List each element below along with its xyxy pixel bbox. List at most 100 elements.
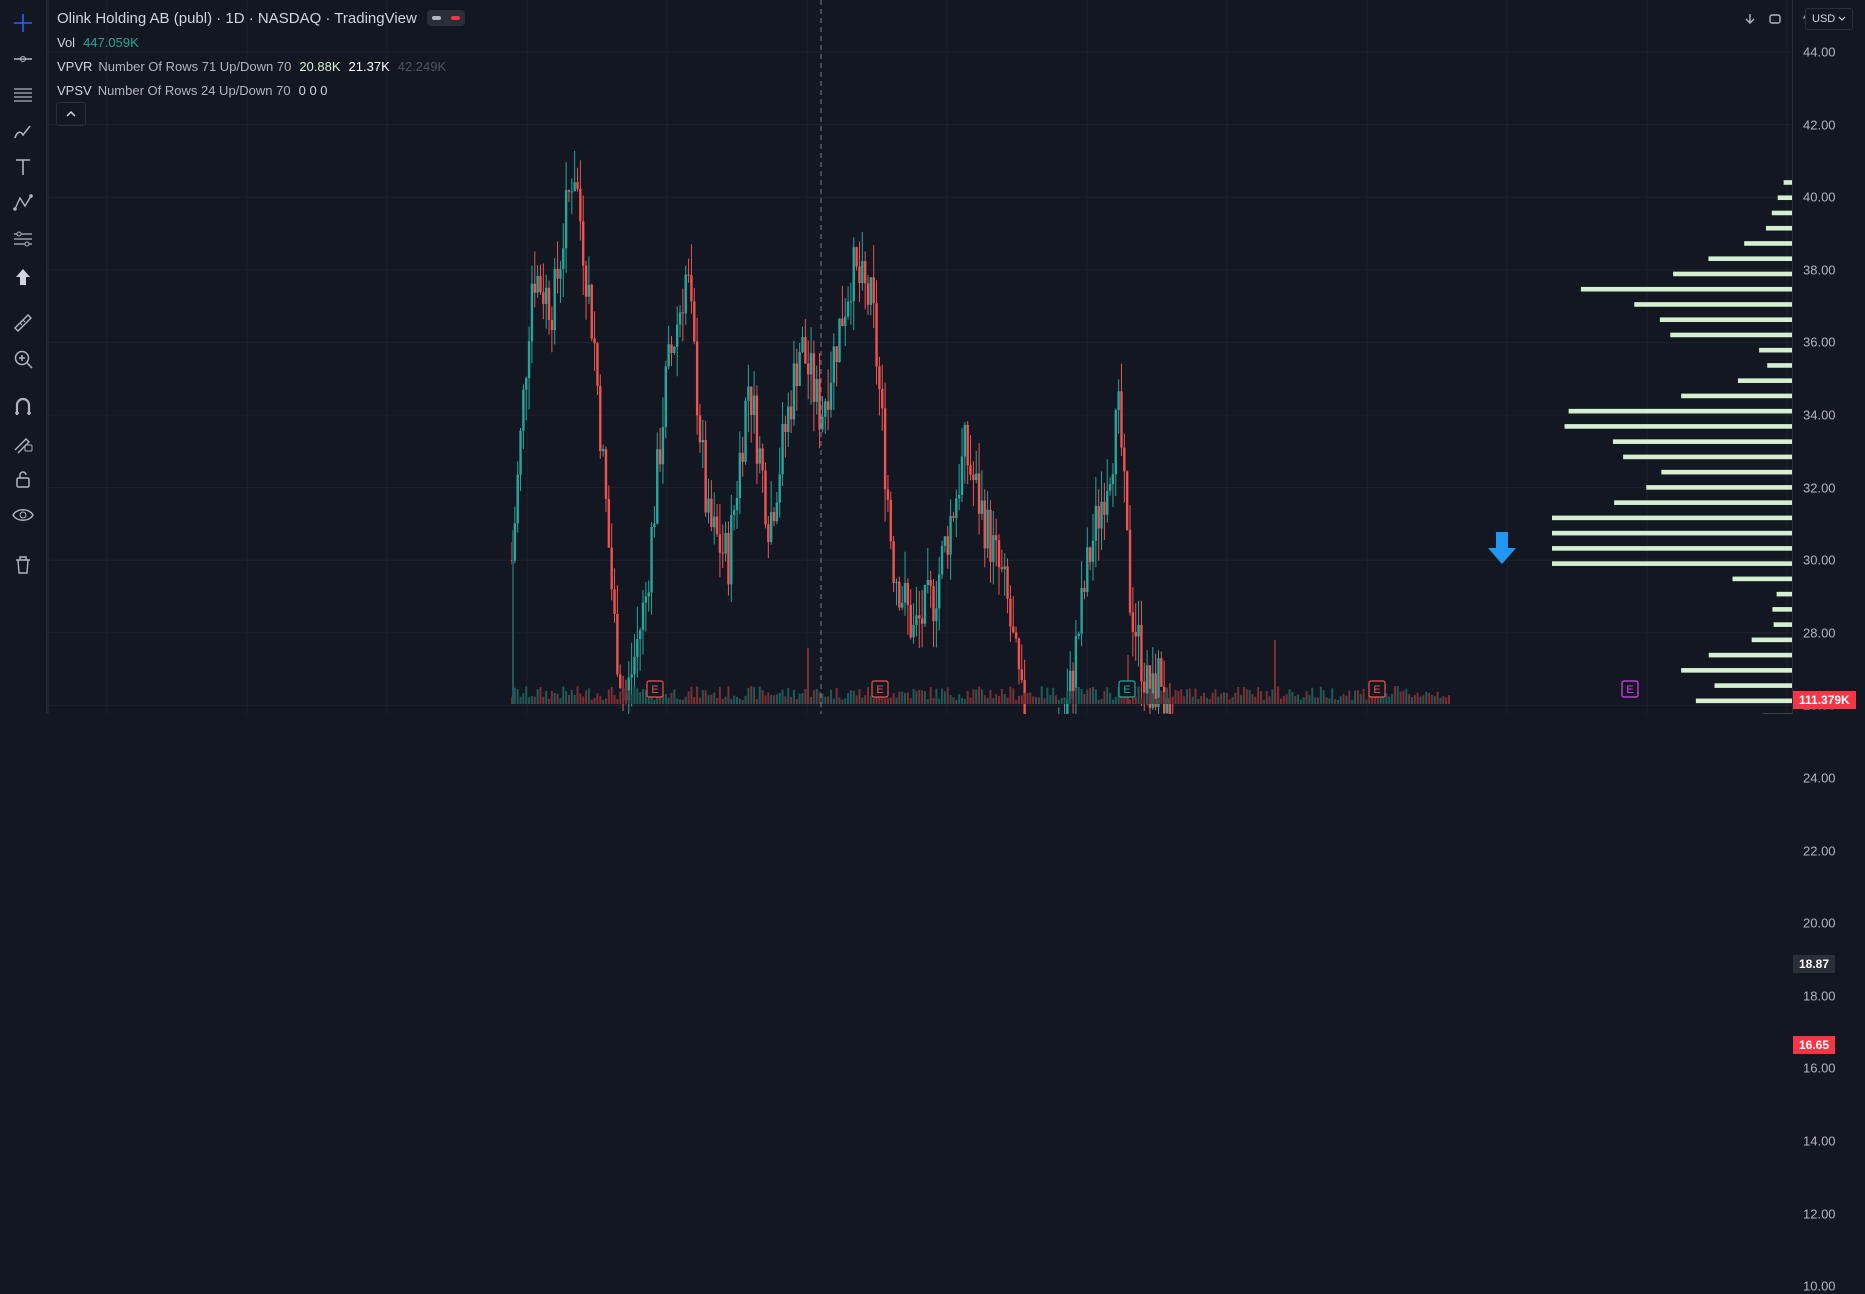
candle-body xyxy=(807,363,809,374)
crosshair-tool[interactable] xyxy=(4,8,42,38)
price-tick: 24.00 xyxy=(1803,771,1836,786)
fib-retracement-icon xyxy=(11,83,35,107)
symbol-title[interactable]: Olink Holding AB (publ) · 1D · NASDAQ · … xyxy=(57,10,417,27)
volume-bar xyxy=(913,689,915,704)
volume-bar xyxy=(1152,693,1154,704)
text-tool[interactable] xyxy=(4,152,42,182)
candle-body xyxy=(787,407,789,432)
candle-body xyxy=(907,583,909,605)
candle-body xyxy=(519,431,521,475)
earnings-marker[interactable]: E xyxy=(1119,681,1135,697)
profile-bar xyxy=(1772,211,1792,216)
earnings-label: E xyxy=(651,684,658,696)
volume-bar xyxy=(713,693,715,704)
vol-label[interactable]: Vol xyxy=(57,35,75,50)
candle-body xyxy=(835,346,837,362)
volume-bar xyxy=(1101,699,1103,704)
fib-retracement-tool[interactable] xyxy=(4,80,42,110)
price-tick: 10.00 xyxy=(1803,1279,1836,1294)
lock-drawing-icon xyxy=(11,431,35,455)
volume-bar xyxy=(568,695,570,704)
forecast-tool[interactable] xyxy=(4,224,42,254)
volume-bar xyxy=(522,693,524,704)
candle-body xyxy=(608,499,610,548)
lock-drawing-tool[interactable] xyxy=(4,428,42,458)
volume-bar xyxy=(628,691,630,704)
ruler-tool[interactable] xyxy=(4,308,42,338)
trash-tool[interactable] xyxy=(4,550,42,580)
volume-bar xyxy=(548,699,550,704)
profile-bar xyxy=(1738,378,1792,383)
brush-tool[interactable] xyxy=(4,116,42,146)
volume-bar xyxy=(964,699,966,704)
profile-bar xyxy=(1777,592,1792,597)
volume-bar xyxy=(1251,694,1253,704)
volume-bar xyxy=(1081,689,1083,704)
volume-bar xyxy=(1229,699,1231,704)
eye-tool[interactable] xyxy=(4,500,42,530)
earnings-marker[interactable]: E xyxy=(872,681,888,697)
volume-bar xyxy=(1365,700,1367,704)
candle-body xyxy=(1080,588,1082,634)
volume-bar xyxy=(608,689,610,704)
volume-bar xyxy=(1263,700,1265,704)
candle-body xyxy=(682,312,684,313)
volume-bar xyxy=(935,689,937,704)
vpvr-label[interactable]: VPVR xyxy=(57,59,92,74)
volume-bar xyxy=(591,700,593,704)
collapse-legend-button[interactable] xyxy=(56,102,86,126)
volume-bar xyxy=(1260,691,1262,704)
volume-bar xyxy=(910,698,912,704)
candle-body xyxy=(1097,506,1099,529)
profile-bar xyxy=(1661,470,1792,475)
pattern-tool[interactable] xyxy=(4,188,42,218)
volume-bar xyxy=(1357,690,1359,704)
candle-body xyxy=(753,396,755,415)
volume-bar xyxy=(1197,699,1199,704)
volume-bar xyxy=(602,700,604,704)
earnings-marker[interactable]: E xyxy=(1369,681,1385,697)
candle-body xyxy=(767,524,769,542)
candle-body xyxy=(699,415,701,442)
volume-bar xyxy=(1431,695,1433,704)
vpsv-label[interactable]: VPSV xyxy=(57,83,92,98)
download-button[interactable] xyxy=(1739,8,1761,30)
earnings-marker[interactable]: E xyxy=(647,681,663,697)
volume-bar xyxy=(1269,696,1271,704)
price-tick: 44.00 xyxy=(1803,45,1836,60)
sell-arrow-icon[interactable] xyxy=(1488,532,1516,564)
volume-bar xyxy=(1243,687,1245,704)
candle-body xyxy=(904,583,906,603)
chart-legend: Olink Holding AB (publ) · 1D · NASDAQ · … xyxy=(57,6,465,102)
earnings-marker[interactable]: E xyxy=(1622,681,1638,697)
reset-chart-button[interactable] xyxy=(1764,8,1786,30)
currency-selector[interactable]: USD xyxy=(1805,8,1853,30)
volume-bar xyxy=(708,695,710,704)
earnings-label: E xyxy=(1626,684,1633,696)
trend-line-tool[interactable] xyxy=(4,44,42,74)
volume-bar xyxy=(830,690,832,704)
candle-body xyxy=(1137,625,1139,637)
arrow-up-tool[interactable] xyxy=(4,262,42,292)
candle-body xyxy=(1115,410,1117,474)
candle-body xyxy=(793,363,795,419)
zoom-in-tool[interactable] xyxy=(4,344,42,374)
volume-bar xyxy=(1226,693,1228,704)
volume-bar xyxy=(1049,695,1051,704)
volume-bar xyxy=(1055,695,1057,704)
candle-body xyxy=(1004,566,1006,569)
volume-bar xyxy=(1024,693,1026,704)
magnet-tool[interactable] xyxy=(4,392,42,422)
candle-body xyxy=(853,247,855,301)
volume-bar xyxy=(636,688,638,704)
candle-body xyxy=(912,625,914,638)
volume-bar xyxy=(1029,692,1031,704)
lock-tool[interactable] xyxy=(4,464,42,494)
vpvr-params: Number Of Rows 71 Up/Down 70 xyxy=(98,59,291,74)
legend-toggle[interactable] xyxy=(427,10,465,26)
candle-body xyxy=(722,553,724,554)
candle-body xyxy=(779,474,781,502)
